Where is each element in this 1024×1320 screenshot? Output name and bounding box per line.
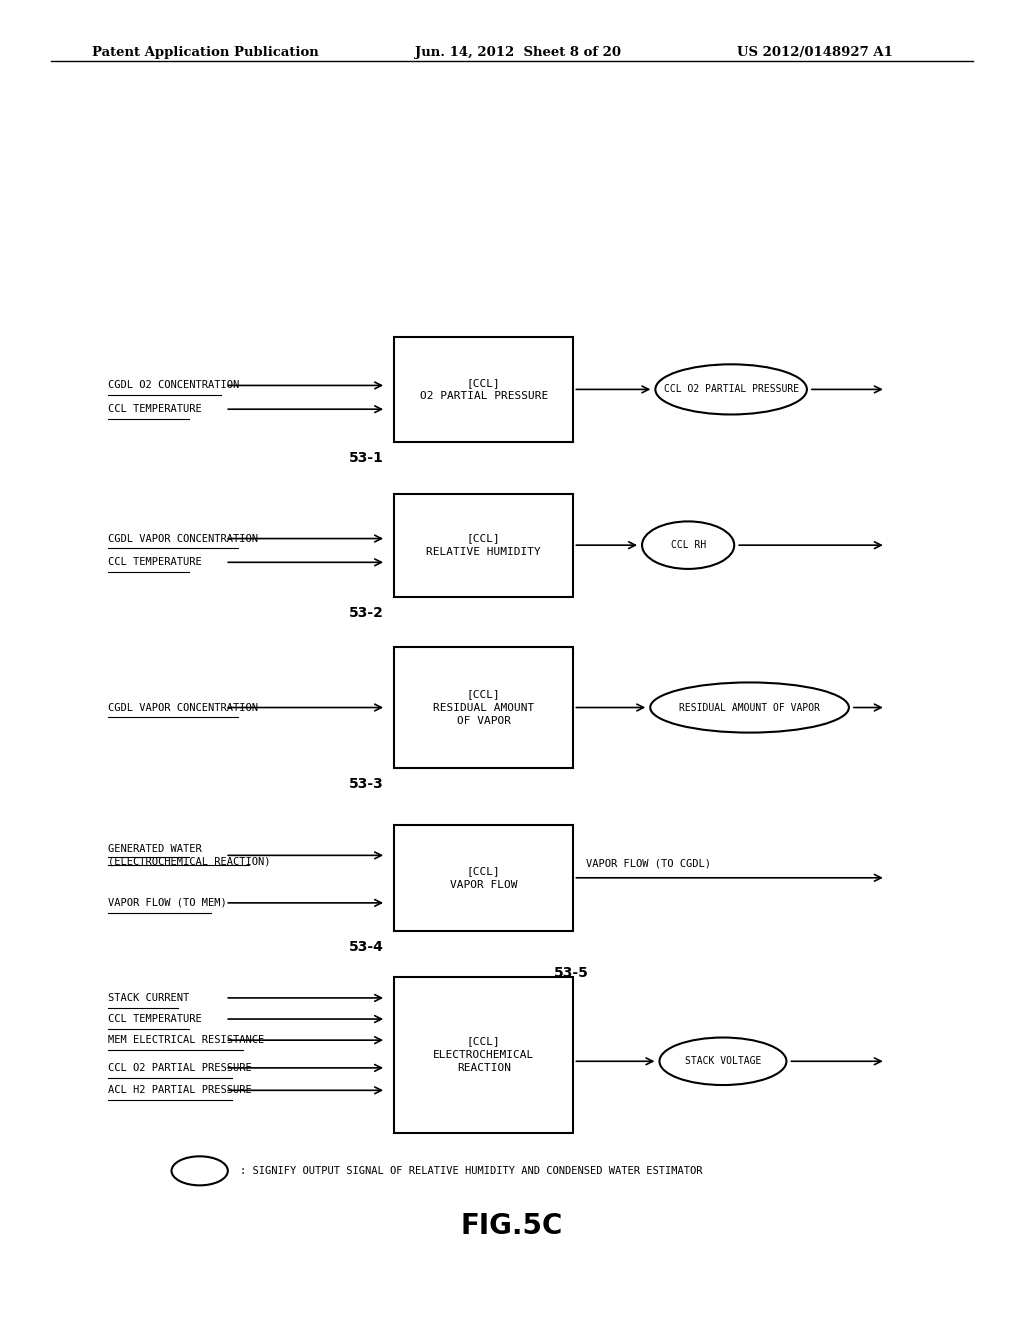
- Text: [CCL]
VAPOR FLOW: [CCL] VAPOR FLOW: [451, 866, 517, 890]
- Text: [CCL]
RESIDUAL AMOUNT
OF VAPOR: [CCL] RESIDUAL AMOUNT OF VAPOR: [433, 689, 535, 726]
- Bar: [394, 337, 573, 442]
- Text: US 2012/0148927 A1: US 2012/0148927 A1: [737, 46, 893, 59]
- Text: CGDL VAPOR CONCENTRATION: CGDL VAPOR CONCENTRATION: [108, 533, 257, 544]
- Text: GENERATED WATER
(ELECTROCHEMICAL REACTION): GENERATED WATER (ELECTROCHEMICAL REACTIO…: [108, 845, 270, 866]
- Text: CCL TEMPERATURE: CCL TEMPERATURE: [108, 557, 202, 568]
- Text: Jun. 14, 2012  Sheet 8 of 20: Jun. 14, 2012 Sheet 8 of 20: [415, 46, 621, 59]
- Text: STACK CURRENT: STACK CURRENT: [108, 993, 188, 1003]
- Text: Patent Application Publication: Patent Application Publication: [92, 46, 318, 59]
- Text: CCL RH: CCL RH: [671, 540, 706, 550]
- Text: ACL H2 PARTIAL PRESSURE: ACL H2 PARTIAL PRESSURE: [108, 1085, 251, 1096]
- Bar: [394, 494, 573, 597]
- Text: RESIDUAL AMOUNT OF VAPOR: RESIDUAL AMOUNT OF VAPOR: [679, 702, 820, 713]
- Text: 53-4: 53-4: [349, 940, 384, 954]
- Ellipse shape: [650, 682, 849, 733]
- Text: : SIGNIFY OUTPUT SIGNAL OF RELATIVE HUMIDITY AND CONDENSED WATER ESTIMATOR: : SIGNIFY OUTPUT SIGNAL OF RELATIVE HUMI…: [240, 1166, 702, 1176]
- Bar: [394, 647, 573, 768]
- Text: [CCL]
RELATIVE HUMIDITY: [CCL] RELATIVE HUMIDITY: [426, 533, 542, 557]
- Text: 53-1: 53-1: [349, 451, 384, 466]
- Text: CCL O2 PARTIAL PRESSURE: CCL O2 PARTIAL PRESSURE: [664, 384, 799, 395]
- Text: 53-2: 53-2: [349, 606, 384, 620]
- Text: CGDL VAPOR CONCENTRATION: CGDL VAPOR CONCENTRATION: [108, 702, 257, 713]
- Text: 53-3: 53-3: [349, 777, 384, 792]
- Bar: [394, 825, 573, 931]
- Ellipse shape: [655, 364, 807, 414]
- Text: MEM ELECTRICAL RESISTANCE: MEM ELECTRICAL RESISTANCE: [108, 1035, 264, 1045]
- Text: VAPOR FLOW (TO CGDL): VAPOR FLOW (TO CGDL): [586, 858, 711, 869]
- Text: VAPOR FLOW (TO MEM): VAPOR FLOW (TO MEM): [108, 898, 226, 908]
- Text: CGDL O2 CONCENTRATION: CGDL O2 CONCENTRATION: [108, 380, 239, 391]
- Text: FIG.5C: FIG.5C: [461, 1212, 563, 1239]
- Text: CCL TEMPERATURE: CCL TEMPERATURE: [108, 1014, 202, 1024]
- Bar: [394, 977, 573, 1133]
- Text: STACK VOLTAGE: STACK VOLTAGE: [685, 1056, 761, 1067]
- Ellipse shape: [659, 1038, 786, 1085]
- Text: CCL TEMPERATURE: CCL TEMPERATURE: [108, 404, 202, 414]
- Text: CCL O2 PARTIAL PRESSURE: CCL O2 PARTIAL PRESSURE: [108, 1063, 251, 1073]
- Ellipse shape: [172, 1156, 228, 1185]
- Text: 53-5: 53-5: [554, 966, 589, 981]
- Text: [CCL]
O2 PARTIAL PRESSURE: [CCL] O2 PARTIAL PRESSURE: [420, 378, 548, 401]
- Text: [CCL]
ELECTROCHEMICAL
REACTION: [CCL] ELECTROCHEMICAL REACTION: [433, 1036, 535, 1073]
- Ellipse shape: [642, 521, 734, 569]
